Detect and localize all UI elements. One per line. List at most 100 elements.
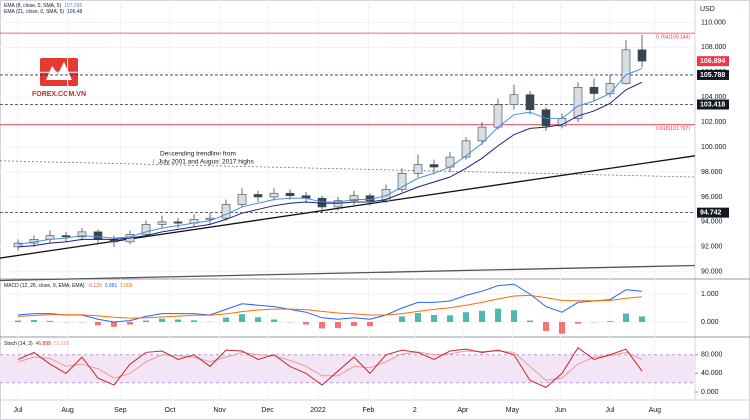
candle-body <box>429 164 439 168</box>
macd-histogram <box>495 308 501 322</box>
y-tick-label: 102.000 <box>701 119 726 126</box>
arrow: ↓ <box>152 158 155 165</box>
x-tick-label: Feb <box>362 407 374 414</box>
macd-histogram <box>223 317 229 322</box>
macd-histogram <box>255 317 261 322</box>
macd-histogram <box>575 322 581 324</box>
candle-body <box>525 94 535 111</box>
candle-body <box>573 86 583 119</box>
macd-legend-name: MACD (12, 26, close, 9, EMA, EMA) <box>4 283 85 289</box>
stoch-readout: 53.258 <box>54 341 70 347</box>
logo-bull <box>46 62 72 80</box>
x-tick-label: Nov <box>213 407 226 414</box>
price-tag <box>697 207 729 218</box>
y-tick-label: 1.000 <box>701 291 719 298</box>
y-tick-label: 96.000 <box>701 194 723 201</box>
macd-readout: -0.129 <box>88 283 102 289</box>
macd-histogram <box>543 322 549 331</box>
candle-body <box>397 172 407 190</box>
stoch-legend: Stoch (14, 3) 46.898 53.258 <box>4 341 69 347</box>
macd-histogram <box>31 320 37 322</box>
x-tick-label: Apr <box>457 407 469 414</box>
candle-body <box>269 192 279 198</box>
x-tick-label: 2022 <box>310 407 326 414</box>
macd-histogram <box>367 322 373 327</box>
macd-histogram <box>159 318 165 322</box>
candle-body <box>13 242 23 248</box>
y-tick-label: 40.000 <box>701 370 723 377</box>
candle-body <box>461 140 471 158</box>
candle-body <box>493 104 503 128</box>
y-tick-label: 94.000 <box>701 219 723 226</box>
macd-histogram <box>47 320 53 322</box>
stoch-band <box>0 354 695 383</box>
macd-histogram <box>431 315 437 322</box>
x-tick-label: May <box>506 407 520 414</box>
y-tick-label: 98.000 <box>701 169 723 176</box>
macd-macd-line <box>17 283 643 323</box>
macd-readout: 0.881 <box>105 283 118 289</box>
macd-legend: MACD (12, 26, close, 9, EMA, EMA) -0.129 0… <box>4 283 133 289</box>
macd-histogram <box>15 320 21 322</box>
candle-body <box>77 231 87 238</box>
stoch-readout: 46.898 <box>36 341 52 347</box>
candle-body <box>605 83 615 94</box>
y-tick-label: 80.000 <box>701 352 723 359</box>
candle-body <box>413 164 423 174</box>
candle-body <box>381 189 391 202</box>
y-tick-label: 100.000 <box>701 144 726 151</box>
stoch-legend-name: Stoch (14, 3) <box>4 341 33 347</box>
x-tick-label: Aug <box>649 407 662 414</box>
y-tick-label: 90.000 <box>701 269 723 276</box>
macd-histogram <box>511 310 517 322</box>
macd-readout: 1.009 <box>120 283 133 289</box>
macd-histogram <box>351 322 357 326</box>
price-tag <box>697 56 729 67</box>
candle-body <box>61 235 71 238</box>
macd-histogram <box>623 313 629 322</box>
price-tag-label: 103.418 <box>700 101 725 108</box>
macd-histogram <box>191 320 197 322</box>
legend-entry: EMA (8, close, 0, SMA, 5) 107.295 <box>4 3 83 9</box>
macd-histogram <box>527 320 533 322</box>
price-tag-label: 94.742 <box>700 209 722 216</box>
fib-label: 0.764(109.144) <box>656 34 690 40</box>
ema-line <box>17 81 643 248</box>
macd-histogram <box>95 322 101 326</box>
candle-body <box>141 224 151 235</box>
candle-body <box>333 200 343 208</box>
x-tick-label: Jul <box>14 407 23 414</box>
y-tick-label: 110.000 <box>701 19 726 26</box>
x-tick-label: Jun <box>555 407 566 414</box>
x-tick-label: 2 <box>413 407 417 414</box>
macd-histogram <box>303 322 309 325</box>
macd-histogram <box>127 322 133 325</box>
annotation: July 2001 and August 2017 highs <box>158 159 255 166</box>
stoch-k-line <box>17 347 643 388</box>
candle-body <box>509 94 519 106</box>
macd-histogram <box>271 319 277 322</box>
candle-body <box>637 49 647 62</box>
price-tag <box>697 99 729 110</box>
legend-value: 106.48 <box>67 9 83 15</box>
price-tag <box>697 69 729 80</box>
y-tick-label: 92.000 <box>701 244 723 251</box>
macd-histogram <box>335 322 341 329</box>
logo-text: FOREX.COM.VN <box>32 91 86 98</box>
currency: USD <box>700 6 715 13</box>
macd-histogram <box>479 310 485 322</box>
x-tick-label: Sep <box>114 407 127 414</box>
y-tick-label: 108.000 <box>701 44 726 51</box>
price-tag-label: 106.894 <box>700 58 725 65</box>
x-tick-label: Jul <box>606 407 615 414</box>
candle-body <box>253 194 263 198</box>
candle-body <box>621 49 631 84</box>
y-tick-label: 104.000 <box>701 94 726 101</box>
candle-body <box>285 192 295 197</box>
macd-histogram <box>639 316 645 322</box>
macd-histogram <box>559 322 565 334</box>
candle-body <box>237 194 247 205</box>
legend-value: 107.295 <box>64 3 82 9</box>
macd-histogram <box>447 315 453 322</box>
